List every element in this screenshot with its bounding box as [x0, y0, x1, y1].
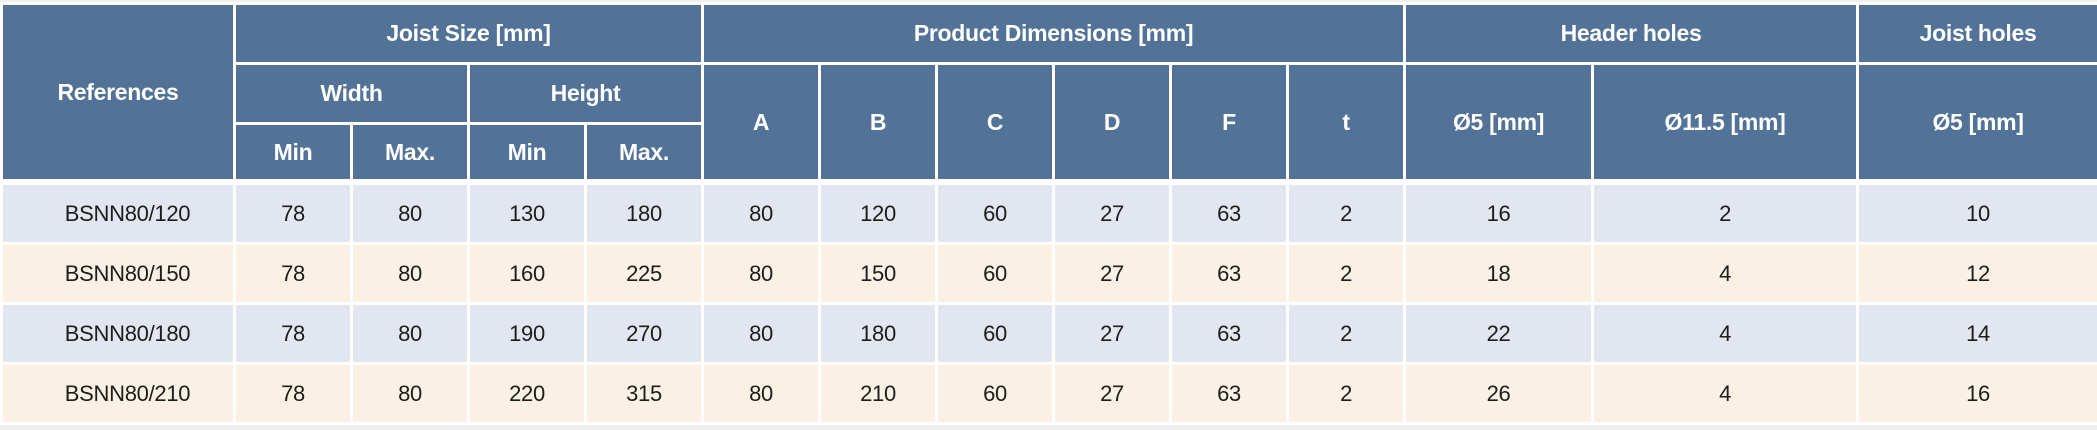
- column-header-b: B: [821, 65, 936, 182]
- column-group-joist-size: Joist Size [mm]: [236, 5, 702, 62]
- cell-dim-a: 80: [704, 365, 819, 422]
- column-group-joist-holes: Joist holes: [1859, 5, 2097, 62]
- reference-cell: BSNN80/210: [3, 365, 233, 422]
- table-row-bsnn80-180: BSNN80/180 78 80 190 270 80 180 60 27 63…: [3, 305, 2097, 362]
- table-row-bsnn80-120: BSNN80/120 78 80 130 180 80 120 60 27 63…: [3, 185, 2097, 242]
- header-row-groups: References Joist Size [mm] Product Dimen…: [3, 5, 2097, 182]
- cell-height-min: 160: [470, 245, 584, 302]
- column-group-width: Width: [236, 65, 467, 122]
- cell-dim-b: 150: [821, 245, 936, 302]
- reference-cell: BSNN80/180: [3, 305, 233, 362]
- cell-dim-t: 2: [1289, 365, 1404, 422]
- cell-header-holes-d5: 22: [1406, 305, 1592, 362]
- cell-joist-holes-d5: 12: [1859, 245, 2097, 302]
- cell-height-max: 225: [587, 245, 702, 302]
- table-row-bsnn80-150: BSNN80/150 78 80 160 225 80 150 60 27 63…: [3, 245, 2097, 302]
- cell-joist-holes-d5: 16: [1859, 365, 2097, 422]
- cell-header-holes-d5: 18: [1406, 245, 1592, 302]
- cell-width-max: 80: [353, 305, 467, 362]
- cell-height-min: 220: [470, 365, 584, 422]
- cell-width-max: 80: [353, 245, 467, 302]
- column-header-references: References: [3, 5, 233, 182]
- cell-dim-t: 2: [1289, 185, 1404, 242]
- column-header-c: C: [938, 65, 1053, 182]
- column-group-product-dimensions: Product Dimensions [mm]: [704, 5, 1404, 62]
- cell-header-holes-d5: 26: [1406, 365, 1592, 422]
- cell-joist-holes-d5: 10: [1859, 185, 2097, 242]
- table-row-bsnn80-210: BSNN80/210 78 80 220 315 80 210 60 27 63…: [3, 365, 2097, 422]
- cell-width-max: 80: [353, 365, 467, 422]
- cell-dim-f: 63: [1172, 245, 1287, 302]
- cell-header-holes-d11-5: 4: [1594, 305, 1857, 362]
- cell-dim-f: 63: [1172, 185, 1287, 242]
- cell-dim-d: 27: [1055, 185, 1170, 242]
- cell-width-max: 80: [353, 185, 467, 242]
- header-row-subgroups: Width Height A B C D F t Ø5 [mm] Ø11.5 […: [3, 65, 2097, 182]
- column-header-f: F: [1172, 65, 1287, 182]
- column-header-t: t: [1289, 65, 1404, 182]
- cell-joist-holes-d5: 14: [1859, 305, 2097, 362]
- table-header: References Joist Size [mm] Product Dimen…: [3, 5, 2097, 182]
- cell-header-holes-d5: 16: [1406, 185, 1592, 242]
- column-header-d: D: [1055, 65, 1170, 182]
- column-header-a: A: [704, 65, 819, 182]
- cell-height-max: 270: [587, 305, 702, 362]
- cell-dim-t: 2: [1289, 305, 1404, 362]
- cell-height-max: 315: [587, 365, 702, 422]
- cell-dim-f: 63: [1172, 365, 1287, 422]
- cell-dim-b: 120: [821, 185, 936, 242]
- cell-dim-t: 2: [1289, 245, 1404, 302]
- cell-height-max: 180: [587, 185, 702, 242]
- cell-dim-a: 80: [704, 185, 819, 242]
- cell-dim-c: 60: [938, 305, 1053, 362]
- cell-header-holes-d11-5: 4: [1594, 365, 1857, 422]
- cell-width-min: 78: [236, 245, 350, 302]
- column-header-width-max: Max.: [353, 125, 467, 182]
- cell-dim-b: 210: [821, 365, 936, 422]
- header-row-minmax: Min Max. Min Max.: [3, 125, 2097, 182]
- table-body: BSNN80/120 78 80 130 180 80 120 60 27 63…: [3, 185, 2097, 422]
- cell-dim-d: 27: [1055, 365, 1170, 422]
- column-header-height-min: Min: [470, 125, 584, 182]
- cell-width-min: 78: [236, 365, 350, 422]
- column-group-header-holes: Header holes: [1406, 5, 1857, 62]
- column-header-header-hole-d5: Ø5 [mm]: [1406, 65, 1592, 182]
- reference-cell: BSNN80/150: [3, 245, 233, 302]
- cell-header-holes-d11-5: 2: [1594, 185, 1857, 242]
- reference-cell: BSNN80/120: [3, 185, 233, 242]
- cell-height-min: 130: [470, 185, 584, 242]
- cell-width-min: 78: [236, 185, 350, 242]
- cell-dim-d: 27: [1055, 245, 1170, 302]
- cell-height-min: 190: [470, 305, 584, 362]
- cell-dim-a: 80: [704, 245, 819, 302]
- column-group-height: Height: [470, 65, 702, 122]
- cell-dim-c: 60: [938, 365, 1053, 422]
- cell-dim-d: 27: [1055, 305, 1170, 362]
- cell-dim-a: 80: [704, 305, 819, 362]
- cell-dim-c: 60: [938, 245, 1053, 302]
- column-header-header-hole-d11-5: Ø11.5 [mm]: [1594, 65, 1857, 182]
- cell-dim-f: 63: [1172, 305, 1287, 362]
- column-header-width-min: Min: [236, 125, 350, 182]
- cell-width-min: 78: [236, 305, 350, 362]
- column-header-height-max: Max.: [587, 125, 702, 182]
- column-header-joist-hole-d5: Ø5 [mm]: [1859, 65, 2097, 182]
- cell-dim-c: 60: [938, 185, 1053, 242]
- cell-dim-b: 180: [821, 305, 936, 362]
- cell-header-holes-d11-5: 4: [1594, 245, 1857, 302]
